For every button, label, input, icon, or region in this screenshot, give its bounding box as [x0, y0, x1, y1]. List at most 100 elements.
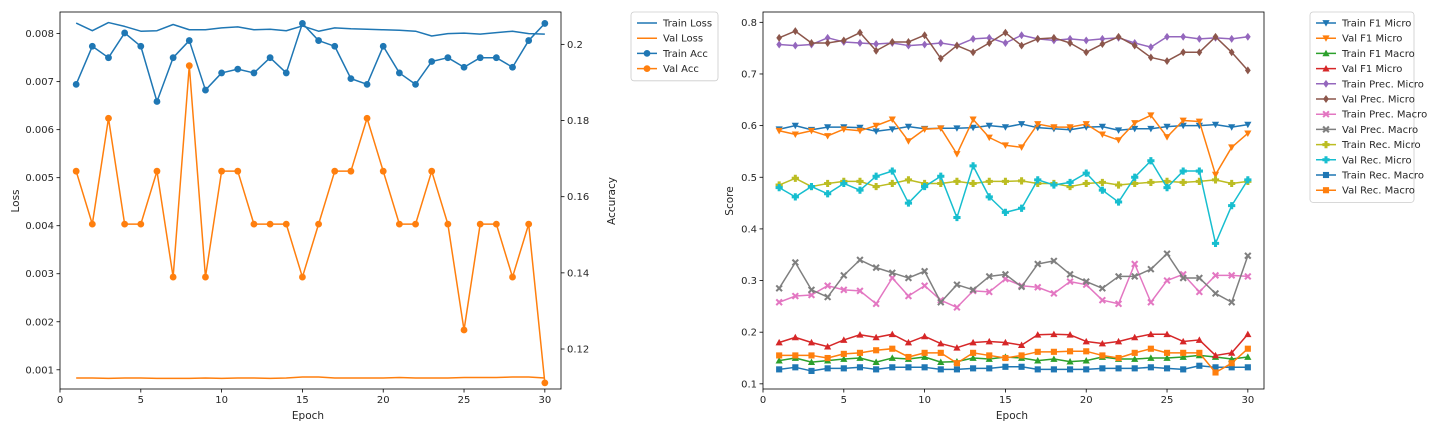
data-point-train-f1-micro [1098, 123, 1106, 131]
data-point-val-prec-micro [1131, 41, 1138, 50]
data-point-val-rec-micro [953, 213, 961, 222]
data-point-val-prec-macro [1001, 270, 1010, 278]
data-point-val-acc [185, 62, 193, 70]
data-point-val-acc [72, 167, 80, 175]
data-point-train-acc [428, 58, 436, 65]
series-val-f1-micro [775, 112, 1252, 179]
data-point-val-f1-micro [1017, 341, 1026, 348]
data-point-train-acc [509, 63, 516, 71]
data-point-val-prec-micro [1196, 48, 1203, 57]
data-point-train-rec-macro [937, 366, 944, 373]
legend-entry-train-acc: Train Acc [637, 49, 708, 60]
data-point-val-acc [363, 114, 371, 122]
legend-entry-val-f1-micro: Val F1 Micro [1316, 64, 1402, 75]
data-point-val-acc [525, 220, 533, 228]
data-point-val-prec-micro [905, 37, 912, 46]
data-point-val-prec-micro [1083, 48, 1090, 57]
data-point-val-f1-micro [1082, 337, 1090, 345]
data-point-val-f1-micro [1195, 118, 1203, 126]
data-point-val-f1-micro [1114, 337, 1123, 345]
data-point-train-rec-micro [904, 176, 913, 184]
data-point-val-acc [250, 220, 258, 228]
data-point-val-rec-micro [807, 182, 816, 191]
data-point-train-rec-micro [1195, 177, 1203, 185]
series-val-prec-micro [776, 27, 1251, 75]
series-val-acc [72, 62, 549, 387]
data-point-val-prec-macro [1179, 274, 1187, 282]
data-point-val-rec-macro [840, 350, 847, 357]
data-point-train-rec-macro [1067, 366, 1074, 373]
legend-label-val-loss: Val Loss [663, 34, 703, 45]
legend-marker-val-f1-micro [1322, 65, 1330, 72]
data-point-train-prec-macro [1066, 277, 1074, 286]
legend-label-train-prec-micro: Train Prec. Micro [1341, 79, 1424, 90]
data-point-val-prec-micro [1147, 53, 1154, 62]
data-point-val-f1-micro [937, 339, 945, 347]
data-point-train-prec-macro [872, 300, 880, 308]
data-point-train-rec-macro [1180, 366, 1187, 373]
data-point-val-rec-macro [1067, 348, 1074, 355]
data-point-train-rec-macro [1212, 364, 1219, 371]
data-point-val-rec-macro [873, 347, 880, 354]
data-point-val-rec-micro [1034, 176, 1042, 184]
data-point-val-prec-macro [953, 281, 961, 289]
data-point-train-rec-micro [953, 177, 961, 185]
data-point-train-rec-micro [1001, 177, 1010, 185]
data-point-train-rec-macro [1163, 365, 1171, 372]
data-point-val-rec-micro [872, 172, 880, 180]
data-point-val-prec-micro [1002, 28, 1009, 37]
data-point-train-acc [185, 37, 193, 44]
data-point-val-acc [88, 220, 96, 228]
y-tick-label: 0.006 [25, 125, 54, 136]
data-point-train-f1-micro [969, 124, 977, 132]
data-point-train-f1-macro [1147, 354, 1155, 361]
data-point-train-rec-macro [1050, 366, 1057, 373]
legend-marker-train-f1-micro [1322, 20, 1330, 27]
data-point-val-rec-micro [1211, 239, 1220, 247]
data-point-train-prec-macro [985, 288, 993, 296]
legend-marker-val-rec-macro [1322, 187, 1330, 194]
data-point-train-prec-macro [953, 303, 961, 312]
data-point-val-f1-micro [1001, 338, 1010, 346]
data-point-val-prec-macro [1131, 272, 1139, 281]
x-tick-label: 5 [841, 395, 847, 406]
y-tick-label: 0.5 [741, 173, 757, 184]
data-point-val-f1-micro [888, 330, 896, 338]
data-point-val-f1-micro [807, 127, 816, 135]
data-point-train-rec-macro [1083, 366, 1090, 373]
data-point-train-rec-micro [1082, 179, 1090, 188]
data-point-train-f1-macro [1131, 355, 1139, 362]
series-line-val-acc [75, 64, 546, 383]
series-val-f1-micro [775, 330, 1252, 359]
data-point-train-rec-micro [985, 177, 993, 185]
data-point-val-prec-macro [824, 293, 832, 301]
data-point-val-prec-micro [1018, 41, 1025, 50]
data-point-val-rec-macro [921, 349, 928, 356]
data-point-train-f1-macro [1244, 353, 1252, 360]
data-point-val-acc [492, 220, 500, 228]
data-point-val-acc [202, 273, 209, 281]
data-point-val-rec-macro [1050, 348, 1057, 355]
data-point-train-prec-macro [1098, 296, 1106, 304]
data-point-val-f1-micro [1228, 349, 1236, 356]
data-point-val-rec-macro [1180, 349, 1187, 356]
y-tick-label: 0.3 [741, 276, 757, 287]
x-tick-label: 10 [918, 395, 931, 406]
legend-box [630, 11, 719, 82]
data-point-train-rec-macro [986, 365, 993, 372]
data-point-train-f1-micro [904, 123, 913, 131]
data-point-val-rec-micro [791, 193, 799, 201]
x-tick-label: 30 [538, 395, 551, 406]
data-point-val-rec-micro [1050, 181, 1058, 189]
data-point-train-f1-macro [775, 356, 783, 364]
data-point-val-prec-macro [1163, 250, 1171, 258]
data-point-val-f1-micro [791, 333, 799, 341]
data-point-val-f1-micro [1114, 137, 1123, 144]
plot-frame [59, 11, 562, 390]
data-point-train-rec-micro [888, 179, 896, 188]
data-point-train-acc [282, 69, 290, 77]
data-point-val-prec-macro [904, 274, 913, 282]
data-point-val-prec-micro [970, 48, 976, 57]
data-point-val-rec-macro [905, 353, 912, 361]
data-point-train-f1-macro [1050, 355, 1058, 362]
